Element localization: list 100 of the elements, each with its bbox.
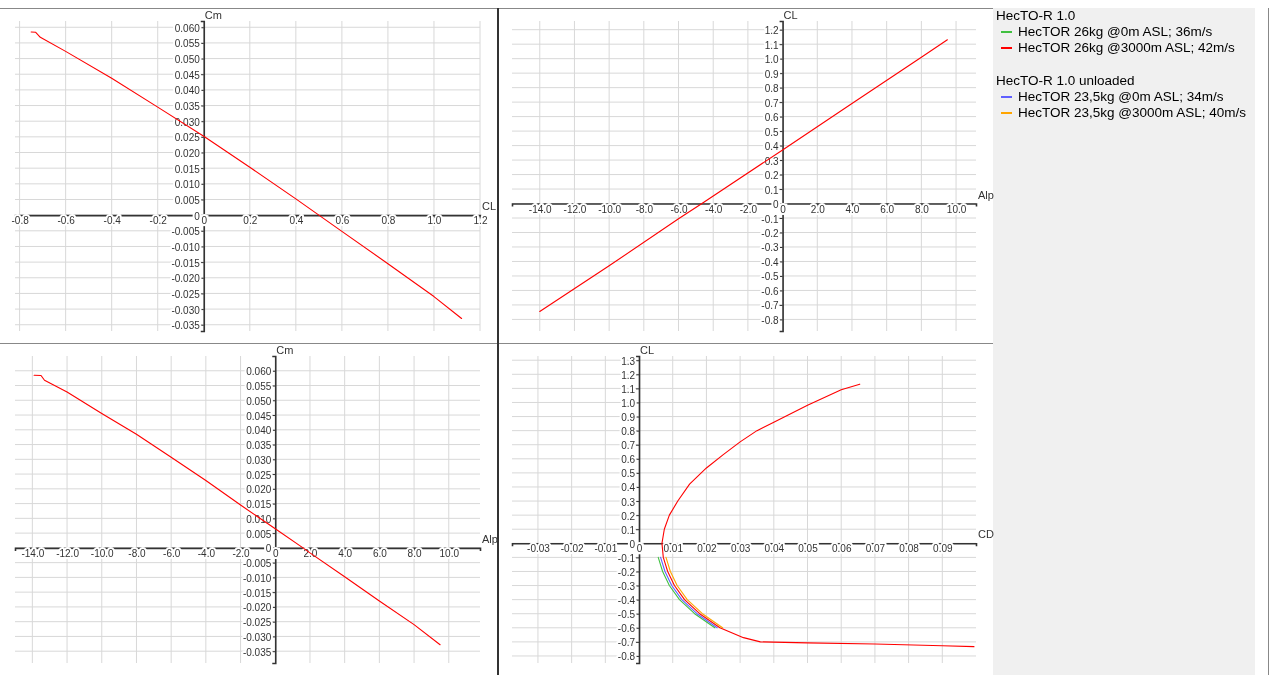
x-tick-label: 6.0: [372, 547, 388, 559]
x-tick-label: 0.6: [335, 215, 350, 227]
y-tick-label: -0.010: [242, 572, 272, 584]
x-tick-label: 0.02: [697, 543, 718, 555]
legend-label: HecTOR 23,5kg @0m ASL; 34m/s: [1018, 89, 1224, 104]
x-tick-label: -10.0: [598, 203, 622, 215]
y-tick-label: 0.015: [246, 499, 272, 511]
y-tick-label: -0.005: [171, 226, 201, 238]
y-tick-label: -0.025: [171, 288, 201, 300]
y-tick-label: -0.7: [761, 300, 780, 312]
x-tick-label: 4.0: [845, 203, 860, 215]
y-tick-label: 0.055: [174, 38, 201, 50]
y-tick-label: -0.025: [242, 617, 272, 629]
x-tick-label: 8.0: [914, 203, 930, 215]
y-tick-label: 0.050: [174, 54, 201, 66]
y-tick-label: 0.5: [764, 126, 780, 138]
y-tick-label: 0.4: [621, 482, 636, 494]
x-tick-label: -10.0: [90, 547, 115, 559]
line-series: [30, 31, 463, 320]
y-tick-label: -0.6: [617, 623, 636, 635]
y-tick-label: 0.025: [174, 132, 201, 144]
y-tick-label: -0.035: [171, 320, 201, 332]
x-tick-label: 0.08: [899, 543, 920, 555]
x-tick-label: 10.0: [439, 547, 460, 559]
y-tick-label: 0.015: [174, 163, 201, 175]
y-tick-label: 0.030: [246, 454, 272, 466]
y-axis-title: CL: [640, 344, 655, 356]
y-tick-label: 0.9: [764, 68, 780, 80]
x-tick-label: 0.05: [798, 543, 819, 555]
x-tick-label: 1.2: [473, 215, 488, 227]
y-tick-label: 1.3: [621, 355, 636, 367]
y-tick-label: 1.1: [764, 39, 780, 51]
y-tick-label: 0.6: [621, 454, 636, 466]
y-tick-label: 1.2: [764, 25, 780, 37]
x-tick-label: -12.0: [56, 547, 80, 559]
x-tick-label: -0.02: [560, 543, 584, 555]
y-tick-label: -0.1: [617, 552, 636, 564]
y-tick-label: -0.030: [171, 304, 201, 316]
y-tick-label: 0.7: [621, 440, 636, 452]
y-tick-label: 1.0: [764, 54, 780, 66]
y-tick-label: 0.1: [764, 184, 780, 196]
x-tick-label: 8.0: [407, 547, 422, 559]
legend-label: HecTOR 26kg @0m ASL; 36m/s: [1018, 24, 1213, 39]
x-tick-label: -14.0: [21, 547, 45, 559]
y-tick-label: 0.005: [174, 194, 201, 206]
y-tick-label: 0.7: [764, 97, 780, 109]
y-tick-label: -0.005: [242, 558, 272, 570]
x-tick-label: 0.06: [831, 543, 852, 555]
y-tick-label: 0.6: [764, 112, 780, 124]
legend-label: HecTOR 26kg @3000m ASL; 42m/s: [1018, 40, 1235, 55]
x-tick-label: -0.2: [149, 215, 168, 227]
legend-label: HecTOR 23,5kg @3000m ASL; 40m/s: [1018, 105, 1247, 120]
y-tick-label: 0.060: [174, 22, 201, 34]
y-tick-label: 1.0: [621, 397, 636, 409]
y-tick-label: 0.020: [246, 484, 272, 496]
y-tick-label: -0.7: [617, 637, 636, 649]
x-tick-label: -0.01: [594, 543, 618, 555]
x-tick-label: -6.0: [670, 203, 689, 215]
y-axis-title: Cm: [276, 344, 294, 356]
y-tick-label: 0.3: [764, 155, 780, 167]
y-tick-label: 0.045: [246, 410, 272, 422]
x-tick-label: 4.0: [338, 547, 353, 559]
y-tick-label: 0.025: [246, 469, 272, 481]
y-tick-label: -0.010: [171, 241, 201, 253]
text: HecTO-R 1.0: [996, 8, 1077, 24]
x-axis-title: Alp: [978, 188, 994, 201]
y-tick-label: 0.035: [174, 101, 201, 113]
y-tick-label: 0.5: [621, 468, 636, 480]
y-tick-label: 0.005: [246, 528, 272, 540]
y-tick-label: -0.035: [242, 646, 272, 658]
x-tick-label: 0.03: [730, 543, 751, 555]
y-tick-label: 0.040: [246, 425, 272, 437]
x-tick-label: -8.0: [635, 203, 654, 215]
y-tick-label: -0.6: [761, 285, 780, 297]
x-axis-title: CL: [482, 200, 497, 213]
y-tick-label: 0.045: [174, 69, 201, 81]
x-tick-label: 10.0: [946, 203, 967, 215]
x-tick-label: 6.0: [880, 203, 895, 215]
y-tick-label: 0.020: [174, 148, 201, 160]
y-tick-label: 0.8: [764, 83, 780, 95]
line-series: [665, 556, 724, 629]
x-tick-label: -8.0: [128, 547, 147, 559]
x-axis-title: CD: [978, 528, 994, 541]
y-tick-label: -0.3: [761, 242, 780, 254]
y-tick-label: -0.5: [761, 271, 780, 283]
y-tick-label: 0.035: [246, 440, 272, 452]
y-tick-label: 0.050: [246, 395, 272, 407]
y-tick-label: 0.010: [174, 179, 201, 191]
x-tick-label: 0.09: [933, 543, 953, 555]
x-tick-label: -0.6: [57, 215, 76, 227]
x-tick-label: 0.04: [764, 543, 785, 555]
y-tick-label: -0.8: [761, 314, 780, 326]
y-tick-label: -0.015: [242, 587, 272, 599]
x-tick-label: -12.0: [563, 203, 587, 215]
x-tick-label: -4.0: [197, 547, 216, 559]
y-tick-label: -0.8: [617, 651, 636, 663]
x-tick-label: 1.0: [427, 215, 442, 227]
x-tick-label: -4.0: [705, 203, 723, 215]
x-tick-label: 0.01: [663, 543, 684, 555]
y-tick-label: -0.5: [617, 609, 636, 621]
